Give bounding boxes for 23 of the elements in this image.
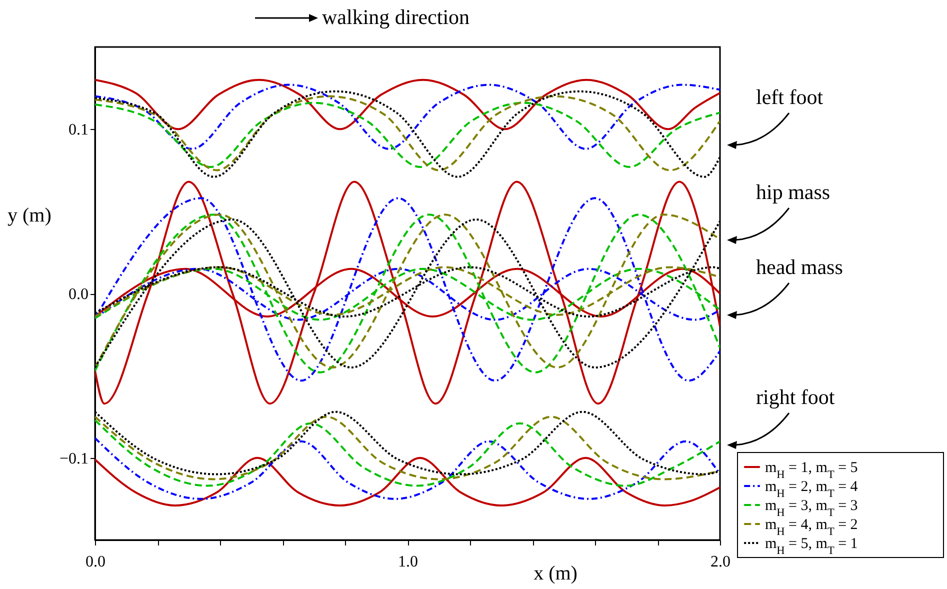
text: hip mass xyxy=(756,180,830,204)
legend-label: m$_{H}$ = 1, m$_{T}$ = 5 xyxy=(765,460,858,481)
line-series xyxy=(95,78,720,130)
x-tick-label: 1.0 xyxy=(398,554,418,570)
legend-label: m$_{H}$ = 4, m$_{T}$ = 2 xyxy=(765,517,858,538)
x-tick-label: 2.0 xyxy=(710,554,730,570)
legend-label: m$_{H}$ = 2, m$_{T}$ = 4 xyxy=(765,479,858,500)
x-tick-label: 0.0 xyxy=(86,554,106,570)
text: right foot xyxy=(756,385,835,409)
line-series xyxy=(95,180,720,405)
line-series xyxy=(95,437,720,500)
text: left foot xyxy=(756,85,824,109)
text: walking direction xyxy=(322,5,470,29)
line-series xyxy=(95,456,720,506)
y-tick-label: −0.1 xyxy=(59,450,88,468)
y-axis-title: y (m) xyxy=(8,204,52,226)
x-axis-title: x (m) xyxy=(534,562,578,584)
line-series xyxy=(95,84,720,150)
y-tick-label: 0.1 xyxy=(68,122,88,139)
legend-label: m$_{H}$ = 5, m$_{T}$ = 1 xyxy=(765,536,858,557)
text: head mass xyxy=(756,255,843,279)
y-tick-label: 0.0 xyxy=(68,286,88,303)
legend-label: m$_{H}$ = 3, m$_{T}$ = 3 xyxy=(765,498,858,519)
